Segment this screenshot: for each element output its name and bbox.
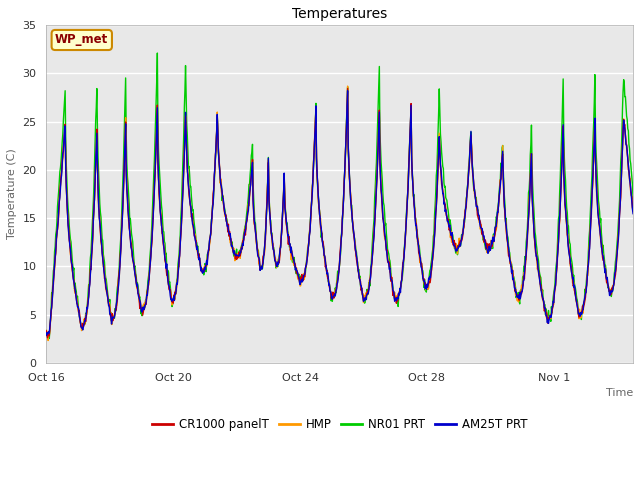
Line: HMP: HMP (46, 86, 633, 340)
NR01 PRT (44, 336, 52, 342)
AM25T PRT (280, 189, 287, 195)
AM25T PRT (500, 204, 508, 210)
AM25T PRT (301, 271, 308, 277)
Line: NR01 PRT: NR01 PRT (46, 53, 633, 339)
Line: AM25T PRT: AM25T PRT (46, 91, 633, 336)
CR1000 panelT (301, 265, 309, 271)
AM25T PRT (344, 88, 351, 94)
AM25T PRT (446, 222, 454, 228)
CR1000 panelT (103, 288, 111, 293)
AM25T PRT (629, 211, 637, 216)
HMP (44, 337, 52, 343)
Text: WP_met: WP_met (55, 34, 108, 47)
CR1000 panelT (280, 171, 288, 177)
HMP (344, 83, 351, 89)
HMP (280, 174, 288, 180)
CR1000 panelT (629, 208, 637, 214)
NR01 PRT (42, 330, 50, 336)
Y-axis label: Temperature (C): Temperature (C) (7, 149, 17, 240)
NR01 PRT (154, 50, 161, 56)
NR01 PRT (281, 194, 289, 200)
Title: Temperatures: Temperatures (292, 7, 387, 21)
AM25T PRT (102, 286, 110, 292)
Line: CR1000 panelT: CR1000 panelT (46, 88, 633, 338)
HMP (501, 213, 509, 219)
NR01 PRT (447, 220, 454, 226)
NR01 PRT (103, 282, 111, 288)
CR1000 panelT (44, 335, 51, 341)
AM25T PRT (42, 333, 50, 338)
CR1000 panelT (344, 85, 351, 91)
AM25T PRT (511, 285, 519, 291)
HMP (301, 266, 309, 272)
HMP (103, 290, 111, 296)
HMP (629, 207, 637, 213)
CR1000 panelT (501, 213, 509, 218)
NR01 PRT (501, 203, 509, 208)
Legend: CR1000 panelT, HMP, NR01 PRT, AM25T PRT: CR1000 panelT, HMP, NR01 PRT, AM25T PRT (147, 413, 532, 435)
NR01 PRT (302, 264, 310, 269)
NR01 PRT (512, 285, 520, 291)
X-axis label: Time: Time (606, 388, 633, 398)
HMP (42, 327, 50, 333)
HMP (447, 235, 454, 240)
NR01 PRT (629, 196, 637, 202)
HMP (512, 292, 520, 298)
CR1000 panelT (447, 228, 454, 233)
CR1000 panelT (42, 328, 50, 334)
CR1000 panelT (512, 286, 520, 292)
